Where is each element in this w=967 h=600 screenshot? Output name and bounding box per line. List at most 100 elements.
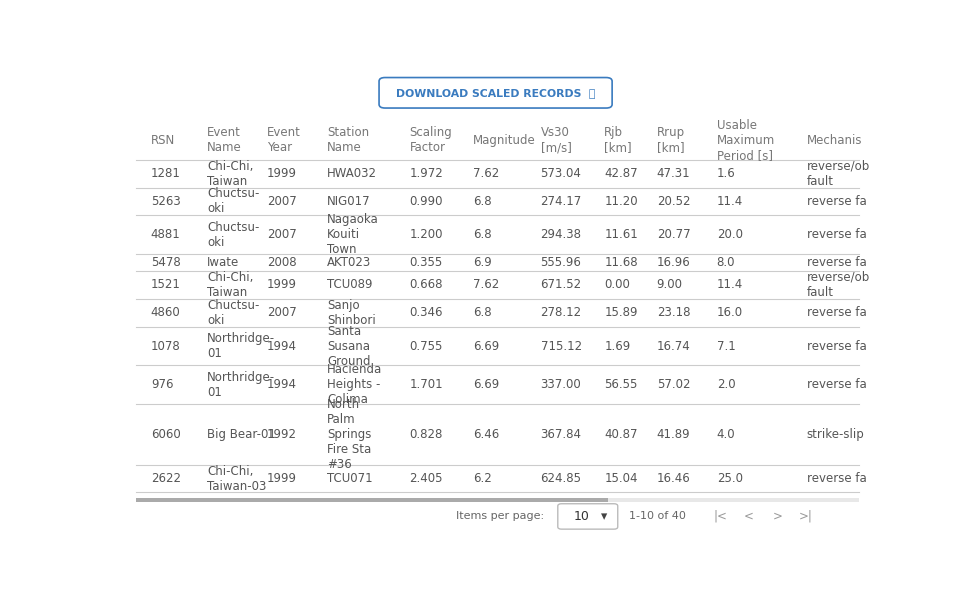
Text: 1994: 1994 [267,378,297,391]
Text: reverse fa: reverse fa [806,228,866,241]
Text: reverse/ob
fault: reverse/ob fault [806,160,870,188]
Text: 555.96: 555.96 [541,256,581,269]
Text: Nagaoka
Kouiti
Town: Nagaoka Kouiti Town [327,213,379,256]
Text: Rrup
[km]: Rrup [km] [657,126,685,154]
Text: 715.12: 715.12 [541,340,582,353]
Text: Magnitude: Magnitude [473,134,536,146]
Text: RSN: RSN [151,134,175,146]
Text: Usable
Maximum
Period [s]: Usable Maximum Period [s] [717,119,775,161]
Text: 671.52: 671.52 [541,278,582,292]
Text: reverse fa: reverse fa [806,195,866,208]
Text: 57.02: 57.02 [657,378,690,391]
Text: 11.4: 11.4 [717,278,743,292]
Text: TCU089: TCU089 [327,278,372,292]
Text: AKT023: AKT023 [327,256,371,269]
Text: 337.00: 337.00 [541,378,581,391]
Text: 1992: 1992 [267,428,297,441]
Text: 1.972: 1.972 [409,167,443,180]
Text: 20.52: 20.52 [657,195,690,208]
Text: 1281: 1281 [151,167,181,180]
Text: Santa
Susana
Ground: Santa Susana Ground [327,325,370,368]
Text: 25.0: 25.0 [717,472,743,485]
Text: 15.89: 15.89 [604,306,638,319]
Text: Hacienda
Heights -
Colima: Hacienda Heights - Colima [327,363,382,406]
Text: 6.69: 6.69 [473,340,499,353]
Text: 1-10 of 40: 1-10 of 40 [629,511,686,521]
Text: 2.405: 2.405 [409,472,443,485]
Text: 4.0: 4.0 [717,428,735,441]
Text: 2007: 2007 [267,228,297,241]
Text: 4860: 4860 [151,306,181,319]
Text: >: > [773,510,782,523]
Text: Northridge-
01: Northridge- 01 [207,332,276,360]
Text: Chuctsu-
oki: Chuctsu- oki [207,299,259,327]
Text: 11.20: 11.20 [604,195,638,208]
Text: 1078: 1078 [151,340,181,353]
Text: Chi-Chi,
Taiwan-03: Chi-Chi, Taiwan-03 [207,464,267,493]
Text: 16.0: 16.0 [717,306,743,319]
Text: 573.04: 573.04 [541,167,581,180]
Text: NIG017: NIG017 [327,195,370,208]
Text: North
Palm
Springs
Fire Sta
#36: North Palm Springs Fire Sta #36 [327,398,371,471]
Text: reverse/ob
fault: reverse/ob fault [806,271,870,299]
Text: 1999: 1999 [267,278,297,292]
Text: Northridge-
01: Northridge- 01 [207,371,276,399]
Text: 23.18: 23.18 [657,306,690,319]
Text: 6.9: 6.9 [473,256,492,269]
Text: 0.668: 0.668 [409,278,443,292]
Text: 0.755: 0.755 [409,340,443,353]
Text: 11.61: 11.61 [604,228,638,241]
Bar [135,498,608,502]
Text: 41.89: 41.89 [657,428,690,441]
Text: Big Bear-01: Big Bear-01 [207,428,276,441]
Text: Chi-Chi,
Taiwan: Chi-Chi, Taiwan [207,160,253,188]
Text: 6.69: 6.69 [473,378,499,391]
Text: 9.00: 9.00 [657,278,683,292]
Text: Sanjo
Shinbori: Sanjo Shinbori [327,299,376,327]
Text: ▾: ▾ [601,510,607,523]
FancyBboxPatch shape [379,77,612,108]
Text: 2622: 2622 [151,472,181,485]
Text: 274.17: 274.17 [541,195,582,208]
Text: 20.0: 20.0 [717,228,743,241]
Text: 1999: 1999 [267,167,297,180]
Text: 15.04: 15.04 [604,472,638,485]
Text: 20.77: 20.77 [657,228,690,241]
Text: Items per page:: Items per page: [456,511,544,521]
Text: 56.55: 56.55 [604,378,637,391]
Text: 6.8: 6.8 [473,306,492,319]
Text: 1994: 1994 [267,340,297,353]
Text: 5263: 5263 [151,195,181,208]
Text: Station
Name: Station Name [327,126,369,154]
Text: 1.6: 1.6 [717,167,736,180]
Text: HWA032: HWA032 [327,167,377,180]
Text: Event
Name: Event Name [207,126,242,154]
Text: 40.87: 40.87 [604,428,638,441]
Text: 6060: 6060 [151,428,181,441]
Text: Iwate: Iwate [207,256,239,269]
Text: reverse fa: reverse fa [806,378,866,391]
Text: Scaling
Factor: Scaling Factor [409,126,453,154]
Text: Chuctsu-
oki: Chuctsu- oki [207,221,259,249]
Text: 1.69: 1.69 [604,340,630,353]
Text: 42.87: 42.87 [604,167,638,180]
Text: 2007: 2007 [267,306,297,319]
Text: 10: 10 [573,510,590,523]
Text: reverse fa: reverse fa [806,256,866,269]
Text: TCU071: TCU071 [327,472,372,485]
Text: 2007: 2007 [267,195,297,208]
Text: Vs30
[m/s]: Vs30 [m/s] [541,126,571,154]
Text: Rjb
[km]: Rjb [km] [604,126,631,154]
Text: 16.74: 16.74 [657,340,690,353]
Text: 0.355: 0.355 [409,256,443,269]
Text: 7.62: 7.62 [473,278,499,292]
Text: 976: 976 [151,378,173,391]
Text: Mechanis: Mechanis [806,134,863,146]
Text: 7.1: 7.1 [717,340,736,353]
Text: 4881: 4881 [151,228,181,241]
Text: strike-slip: strike-slip [806,428,864,441]
Text: Chi-Chi,
Taiwan: Chi-Chi, Taiwan [207,271,253,299]
Text: Event
Year: Event Year [267,126,301,154]
Text: 294.38: 294.38 [541,228,581,241]
Text: Chuctsu-
oki: Chuctsu- oki [207,187,259,215]
